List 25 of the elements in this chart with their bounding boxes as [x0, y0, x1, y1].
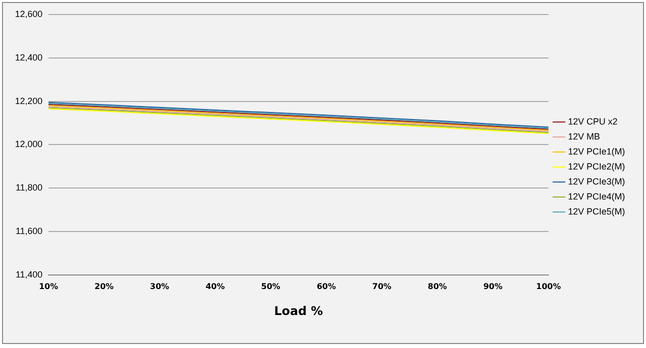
- x-tick-label: 40%: [206, 282, 225, 291]
- y-tick-label: 12,400: [14, 52, 43, 62]
- legend-label: 12V MB: [568, 131, 600, 142]
- y-tick-label: 12,000: [14, 139, 43, 150]
- legend-label: 12V PCIe5(M): [568, 206, 626, 216]
- x-tick-label: 70%: [372, 282, 392, 291]
- x-tick-label: 100%: [536, 282, 561, 291]
- x-axis-title: Load %: [274, 304, 323, 318]
- legend-label: 12V PCIe1(M): [568, 146, 626, 156]
- x-tick-label: 50%: [261, 282, 280, 291]
- y-tick-label: 11,400: [16, 269, 43, 280]
- y-tick-label: 11,800: [16, 182, 43, 193]
- y-tick-label: 11,600: [16, 226, 43, 236]
- legend-label: 12V CPU x2: [568, 116, 618, 126]
- legend-label: 12V PCIe4(M): [568, 191, 626, 202]
- x-tick-label: 80%: [428, 282, 447, 291]
- y-tick-label: 12,200: [14, 96, 43, 106]
- x-tick-label: 90%: [483, 282, 503, 291]
- legend-label: 12V PCIe3(M): [568, 176, 626, 186]
- legend-label: 12V PCIe2(M): [568, 161, 626, 172]
- x-tick-label: 20%: [94, 282, 114, 291]
- x-tick-label: 60%: [316, 282, 336, 291]
- x-tick-label: 10%: [38, 282, 58, 291]
- x-tick-label: 30%: [150, 282, 170, 291]
- y-tick-label: 12,600: [14, 8, 43, 19]
